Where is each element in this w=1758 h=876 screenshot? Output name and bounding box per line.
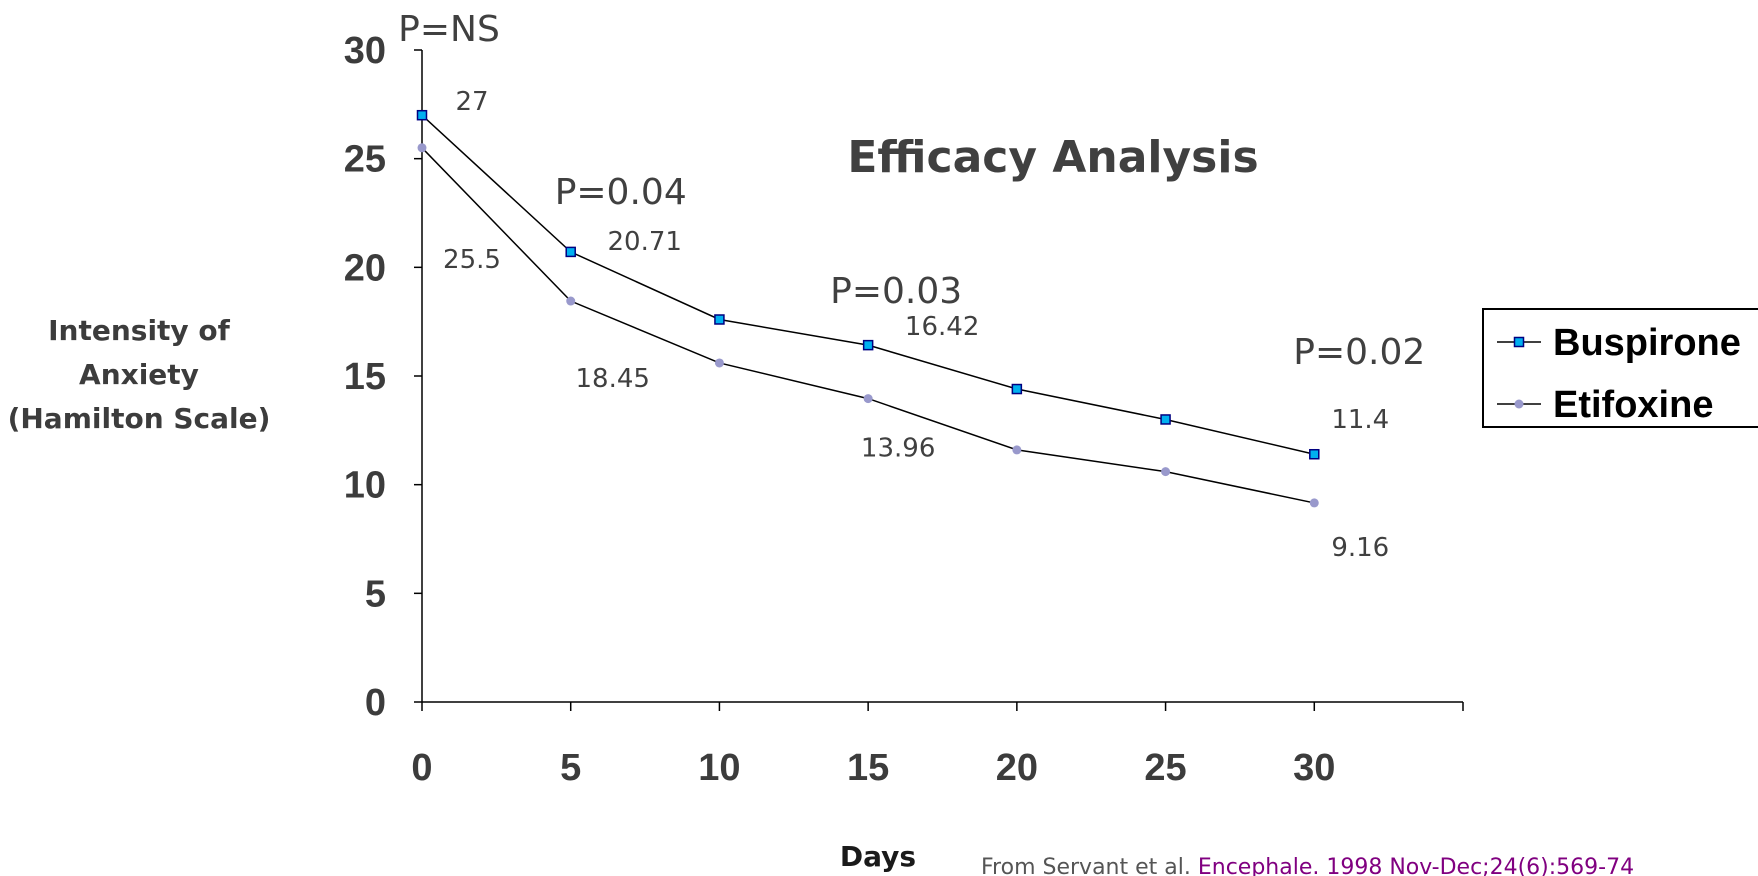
data-point-buspirone bbox=[1011, 383, 1023, 395]
y-axis-label-line: (Hamilton Scale) bbox=[8, 402, 271, 435]
data-label: 13.96 bbox=[861, 434, 935, 464]
data-label: 18.45 bbox=[575, 364, 649, 394]
x-tick-label: 25 bbox=[1144, 747, 1186, 789]
citation: From Servant et al. Encephale. 1998 Nov-… bbox=[981, 855, 1634, 876]
series-layer bbox=[416, 109, 1320, 508]
data-point-etifoxine bbox=[566, 296, 576, 306]
data-label: 16.42 bbox=[905, 312, 979, 342]
chart-title: Efficacy Analysis bbox=[847, 132, 1258, 183]
citation-link[interactable]: Encephale. 1998 Nov-Dec;24(6):569-74 bbox=[1198, 855, 1634, 876]
y-tick-label: 0 bbox=[365, 682, 386, 724]
p-value-annotation: P=0.03 bbox=[830, 271, 962, 312]
x-tick-label: 0 bbox=[411, 747, 432, 789]
y-tick-label: 25 bbox=[344, 139, 386, 181]
y-tick-label: 15 bbox=[344, 356, 386, 398]
data-label: 9.16 bbox=[1331, 533, 1389, 563]
data-point-etifoxine bbox=[863, 394, 873, 404]
y-tick-label: 5 bbox=[365, 573, 386, 615]
legend-marker-buspirone bbox=[1513, 336, 1525, 348]
citation-prefix: From Servant et al. bbox=[981, 855, 1198, 876]
data-point-etifoxine bbox=[1012, 445, 1022, 455]
data-point-buspirone bbox=[565, 246, 576, 258]
x-tick-label: 20 bbox=[996, 747, 1038, 789]
legend-marker-etifoxine bbox=[1514, 399, 1524, 409]
data-label: 11.4 bbox=[1331, 405, 1389, 435]
data-point-etifoxine bbox=[1309, 498, 1319, 508]
y-tick-label: 10 bbox=[344, 465, 386, 507]
data-label: 20.71 bbox=[607, 227, 681, 257]
data-labels-layer: 27 20.71 16.42 11.4 25.5 18.45 13.96 9.16 P=NS P=… bbox=[398, 9, 1425, 563]
legend: Buspirone Etifoxine bbox=[1482, 308, 1758, 428]
axes: 0 5 10 15 20 25 30 0 5 10 15 20 25 30 bbox=[344, 30, 1464, 789]
x-tick-label: 30 bbox=[1293, 747, 1335, 789]
data-point-buspirone bbox=[1309, 448, 1320, 460]
y-axis-label: Intensity of Anxiety (Hamilton Scale) bbox=[8, 314, 271, 435]
p-value-annotation: P=0.02 bbox=[1293, 332, 1425, 373]
p-value-annotation: P=NS bbox=[398, 9, 500, 50]
x-tick-label: 10 bbox=[698, 747, 740, 789]
data-point-etifoxine bbox=[1161, 467, 1171, 477]
y-axis-label-line: Intensity of bbox=[48, 314, 231, 347]
legend-label-buspirone: Buspirone bbox=[1553, 322, 1741, 364]
data-point-buspirone bbox=[416, 109, 428, 121]
data-point-buspirone bbox=[714, 314, 725, 325]
y-tick-label: 30 bbox=[344, 30, 386, 72]
y-axis-label-line: Anxiety bbox=[79, 358, 199, 391]
data-point-buspirone bbox=[862, 339, 874, 351]
data-label: 27 bbox=[455, 87, 488, 117]
data-label: 25.5 bbox=[443, 245, 501, 275]
x-tick-label: 15 bbox=[847, 747, 889, 789]
data-point-buspirone bbox=[1160, 414, 1171, 425]
x-tick-label: 5 bbox=[560, 747, 581, 789]
data-point-etifoxine bbox=[714, 358, 724, 368]
x-axis-label: Days bbox=[840, 840, 916, 873]
y-tick-label: 20 bbox=[344, 247, 386, 289]
legend-box bbox=[1482, 308, 1758, 428]
legend-label-etifoxine: Etifoxine bbox=[1553, 384, 1713, 426]
data-point-etifoxine bbox=[417, 143, 427, 153]
p-value-annotation: P=0.04 bbox=[555, 172, 687, 213]
